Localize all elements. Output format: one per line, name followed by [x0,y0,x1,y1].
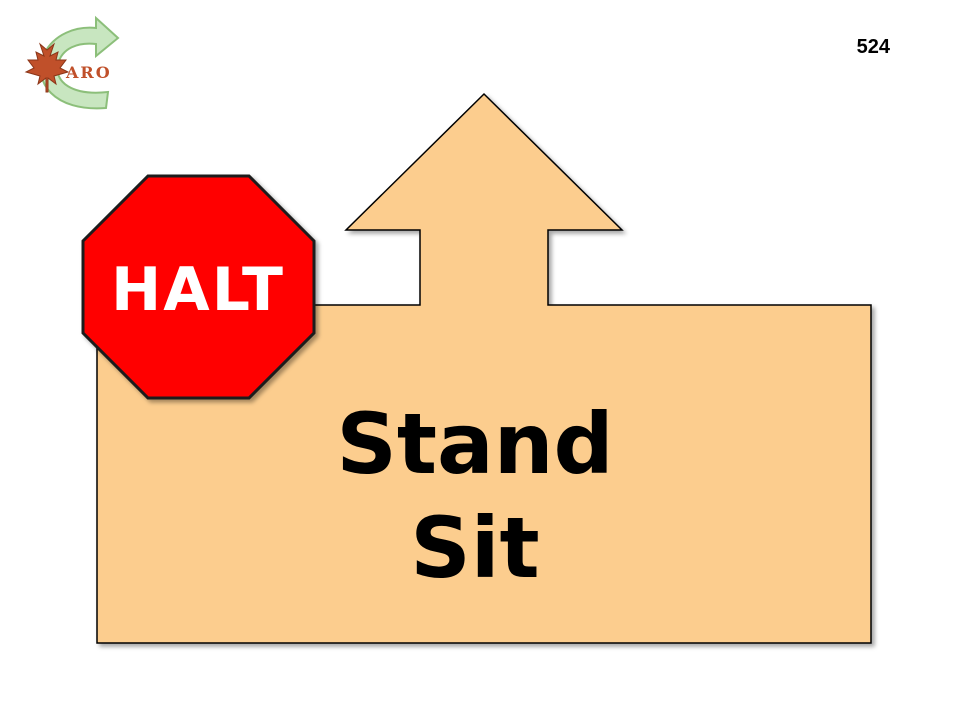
sign-text: Stand Sit [260,392,690,600]
logo-arrow-icon [39,15,120,110]
page-number: 524 [856,36,890,58]
aro-logo: ARO [24,15,120,110]
up-arrow-box [96,92,872,644]
halt-label: HALT [111,255,285,325]
stop-sign-octagon [81,174,316,400]
sign-line-stand: Stand [336,395,614,493]
maple-leaf-icon [24,42,70,93]
logo-text: ARO [65,63,112,82]
sign-line-sit: Sit [410,499,540,597]
